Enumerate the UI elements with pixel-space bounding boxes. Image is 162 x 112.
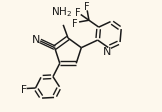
Text: F: F xyxy=(84,2,89,12)
Text: F: F xyxy=(21,84,26,94)
Text: F: F xyxy=(75,8,80,18)
Text: NH$_2$: NH$_2$ xyxy=(51,5,72,19)
Text: N: N xyxy=(31,34,40,44)
Text: N: N xyxy=(103,46,111,56)
Text: F: F xyxy=(72,18,78,28)
